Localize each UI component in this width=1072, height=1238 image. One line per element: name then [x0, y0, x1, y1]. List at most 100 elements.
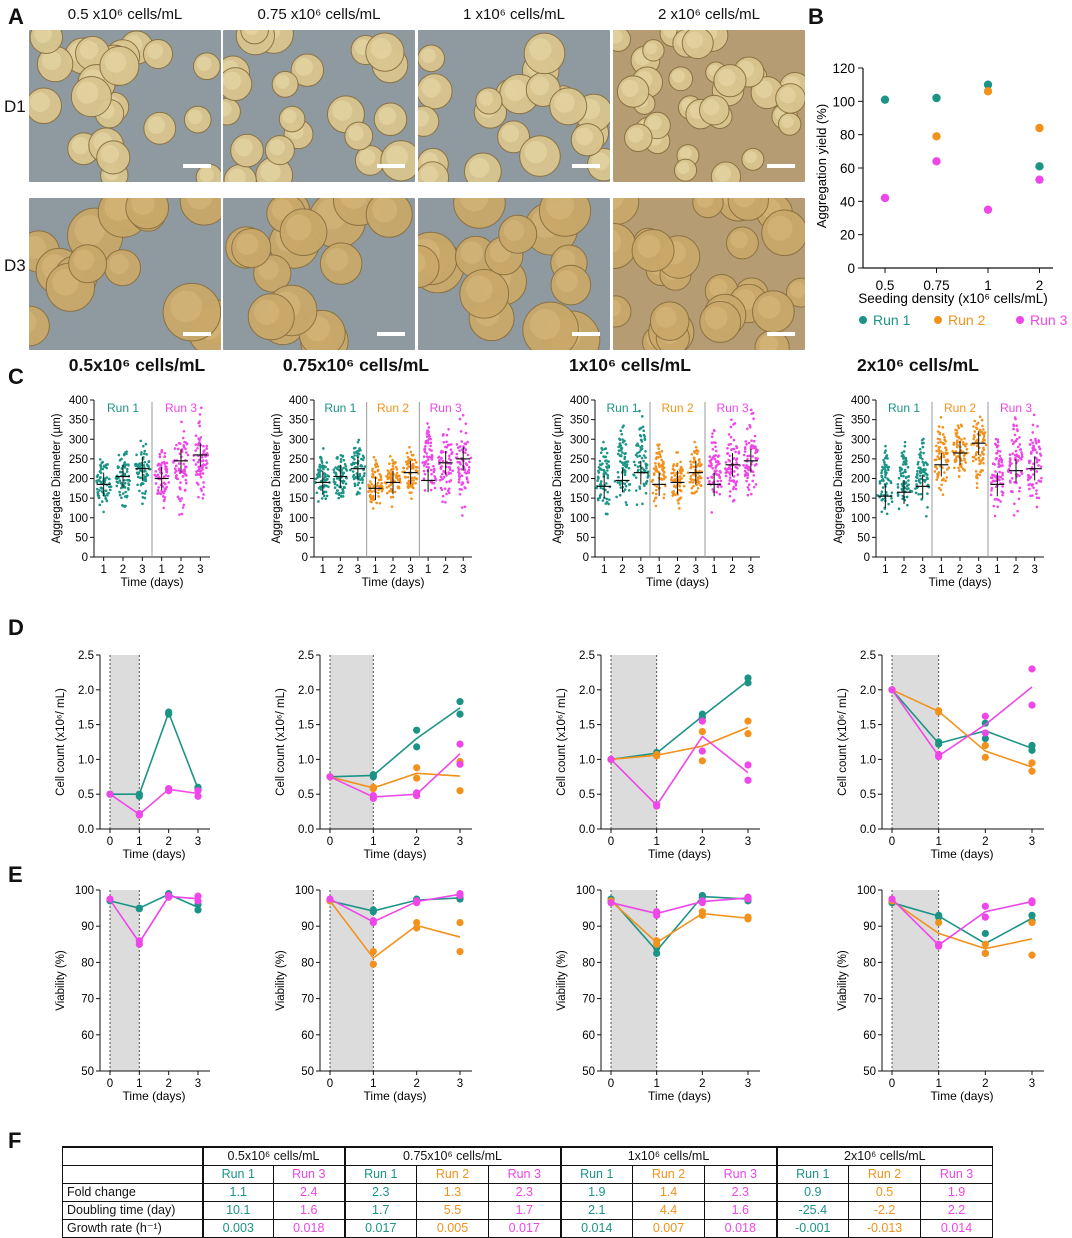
y-tick-label: 90	[863, 921, 876, 933]
data-point	[412, 479, 415, 482]
data-point	[99, 475, 102, 479]
data-point	[917, 492, 920, 496]
data-point	[413, 743, 421, 751]
data-point	[315, 491, 319, 495]
data-point	[994, 470, 997, 473]
data-point	[464, 472, 468, 475]
data-point	[623, 457, 626, 460]
data-point	[456, 460, 459, 464]
data-point	[456, 740, 464, 748]
data-point	[139, 439, 143, 443]
data-point	[351, 456, 355, 459]
data-point	[425, 432, 429, 435]
data-point	[960, 438, 963, 441]
data-point	[994, 457, 998, 461]
data-point	[117, 453, 121, 457]
table-cell: 10.1	[201, 1201, 274, 1220]
data-point	[907, 479, 910, 482]
data-point	[163, 496, 167, 499]
data-point	[156, 473, 160, 477]
data-point	[654, 488, 658, 492]
data-point	[413, 918, 421, 927]
data-point	[935, 913, 943, 921]
data-point	[884, 468, 887, 472]
data-point	[600, 446, 603, 450]
data-point	[354, 465, 358, 469]
data-point	[413, 476, 416, 479]
data-point	[642, 454, 646, 457]
data-point	[645, 466, 648, 470]
data-point	[416, 466, 419, 469]
data-point	[981, 424, 984, 428]
data-point	[373, 470, 377, 474]
data-point	[367, 490, 370, 493]
x-axis-label: Time (days)	[648, 1089, 711, 1103]
data-point	[750, 439, 753, 442]
data-point	[623, 488, 627, 491]
data-point	[432, 470, 436, 474]
data-point	[935, 444, 938, 448]
data-point	[179, 481, 182, 484]
data-point	[728, 494, 732, 498]
run-label: Run 2	[661, 401, 693, 415]
data-point	[194, 792, 202, 800]
x-tick-label: 1	[984, 278, 992, 293]
data-point	[127, 483, 131, 487]
y-tick-label: 0.0	[579, 824, 595, 836]
data-point	[981, 734, 989, 743]
data-point	[753, 464, 757, 467]
data-point	[643, 435, 646, 438]
data-point	[710, 464, 713, 467]
data-point	[636, 465, 640, 468]
y-tick-label: 60	[863, 1030, 876, 1042]
chart-title: 2x10⁶ cells/mL	[857, 355, 979, 375]
data-point	[710, 475, 714, 479]
data-point	[457, 478, 461, 481]
data-point	[1037, 464, 1040, 467]
data-point	[925, 514, 928, 518]
data-point	[336, 483, 339, 487]
data-point	[139, 483, 143, 487]
data-point	[963, 458, 966, 462]
data-point	[447, 428, 450, 431]
data-point	[708, 459, 712, 463]
data-point	[992, 462, 995, 465]
table-cell: 0.014	[920, 1219, 994, 1238]
data-point	[412, 486, 415, 490]
data-point	[1025, 467, 1029, 471]
data-point	[423, 472, 427, 476]
table-group-header: 1x10⁶ cells/mL	[559, 1146, 778, 1166]
data-point	[997, 462, 1001, 466]
data-point	[918, 455, 922, 459]
data-point	[880, 95, 890, 104]
data-point	[403, 475, 407, 479]
data-point	[881, 478, 885, 481]
data-point	[115, 477, 119, 481]
data-point	[728, 490, 732, 493]
data-point	[902, 455, 906, 459]
data-point	[141, 502, 144, 506]
data-point	[353, 482, 357, 486]
data-point	[423, 489, 427, 492]
data-point	[976, 438, 979, 442]
data-point	[456, 947, 464, 956]
data-point	[405, 451, 409, 455]
x-tick-label: 2	[413, 1078, 419, 1090]
data-point	[380, 489, 384, 493]
data-point	[644, 462, 648, 466]
data-point	[406, 481, 409, 485]
x-tick-label: 2	[165, 836, 171, 848]
data-point	[714, 466, 718, 469]
data-point	[599, 467, 602, 471]
x-tick-label: 0	[889, 836, 895, 848]
data-point	[174, 474, 178, 477]
table-cell: 2.3	[343, 1183, 417, 1202]
x-tick-label: 1	[370, 1078, 376, 1090]
data-point	[127, 488, 130, 491]
x-tick-label: 2	[337, 564, 343, 576]
data-point	[324, 490, 328, 494]
data-point	[1029, 475, 1033, 479]
data-point	[119, 486, 123, 490]
data-point	[751, 479, 755, 483]
